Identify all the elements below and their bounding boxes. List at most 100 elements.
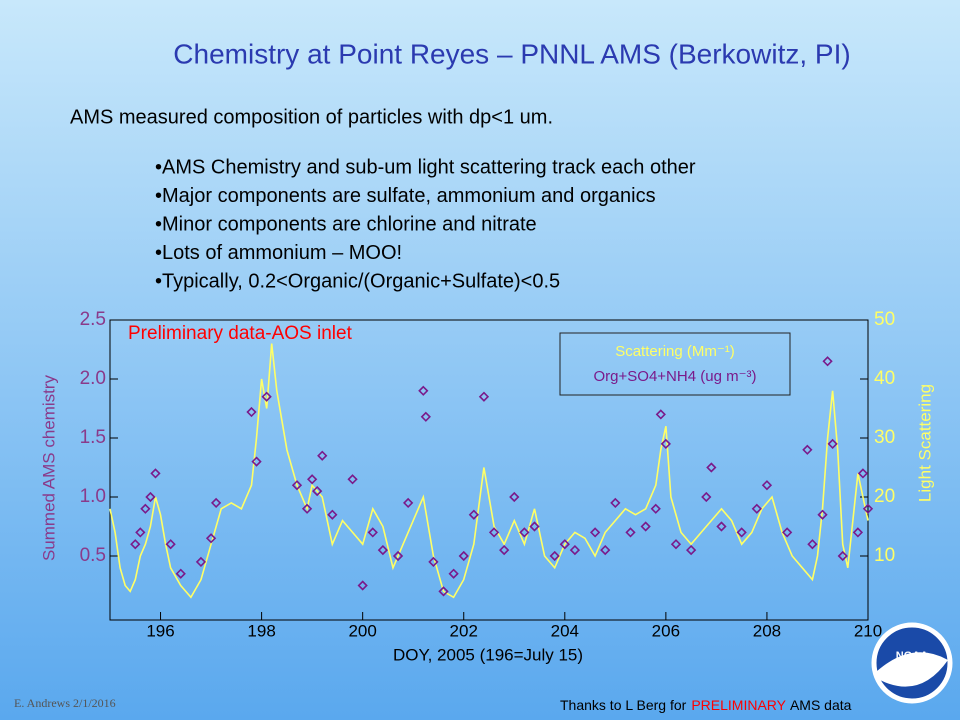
- ams-point: [301, 503, 313, 514]
- ams-point: [488, 527, 500, 538]
- ams-point: [357, 580, 368, 591]
- ams-point: [377, 544, 389, 556]
- x-tick-label: 198: [247, 621, 275, 640]
- ams-point: [549, 550, 560, 562]
- ams-point: [569, 544, 581, 556]
- ams-point: [701, 491, 712, 503]
- ams-point: [428, 556, 439, 568]
- credit: Thanks to L Berg for PRELIMINARY AMS data: [560, 697, 852, 713]
- ams-point: [822, 356, 833, 367]
- ams-point: [145, 491, 156, 503]
- legend-box: [559, 332, 791, 396]
- ams-point: [857, 468, 869, 479]
- y-tick-label: 0.5: [80, 545, 106, 566]
- plot-frame: [109, 319, 869, 621]
- ams-point: [327, 509, 338, 520]
- ams-point: [210, 497, 222, 509]
- ams-point: [291, 480, 303, 491]
- ams-point: [195, 556, 207, 568]
- ams-point: [135, 527, 146, 538]
- y2-tick-label: 30: [874, 427, 895, 448]
- x-tick-label: 196: [146, 621, 174, 640]
- credit-highlight: PRELIMINARY: [691, 697, 786, 713]
- ams-point: [438, 586, 449, 597]
- ams-point: [418, 385, 429, 396]
- ams-point: [782, 527, 793, 538]
- x-tick-label: 210: [854, 621, 882, 640]
- y2-tick-label: 10: [874, 545, 895, 566]
- ams-point: [458, 550, 469, 562]
- ams-point: [686, 544, 697, 556]
- y2-tick-label: 40: [874, 368, 895, 389]
- ams-point: [468, 509, 479, 520]
- ams-point: [802, 444, 813, 455]
- ams-point: [165, 539, 176, 550]
- annotation: Preliminary data-AOS inlet: [128, 323, 353, 344]
- ams-point: [519, 527, 530, 538]
- ams-point: [403, 497, 414, 509]
- ams-point: [347, 474, 358, 485]
- ams-point: [246, 406, 257, 418]
- credit-text: AMS data: [790, 697, 852, 713]
- ams-point: [312, 485, 323, 497]
- ams-point: [150, 468, 161, 479]
- ams-point: [509, 491, 520, 503]
- ams-point: [205, 533, 217, 544]
- y-tick-label: 1.0: [80, 486, 106, 507]
- author: E. Andrews 2/1/2016: [14, 696, 116, 710]
- ams-point: [862, 503, 874, 514]
- bullet: •Major components are sulfate, ammonium …: [155, 185, 656, 207]
- y2-tick-label: 50: [874, 309, 895, 330]
- ams-point: [392, 550, 404, 562]
- ams-point: [251, 456, 262, 467]
- ams-point: [640, 521, 651, 532]
- ams-point: [307, 474, 318, 485]
- ams-point: [610, 497, 621, 509]
- slide-title: Chemistry at Point Reyes – PNNL AMS (Ber…: [173, 38, 850, 69]
- y2-axis-label: Light Scattering: [915, 384, 934, 502]
- ams-point: [625, 527, 636, 538]
- ams-point: [589, 527, 601, 538]
- subtitle: AMS measured composition of particles wi…: [70, 106, 553, 128]
- bullet: •Lots of ammonium – MOO!: [155, 242, 402, 264]
- bullet: •Typically, 0.2<Organic/(Organic+Sulfate…: [155, 270, 560, 292]
- ams-point: [175, 568, 186, 579]
- ams-point: [716, 521, 727, 532]
- ams-point: [852, 527, 864, 538]
- ams-point: [317, 450, 328, 461]
- scattering-line: [109, 343, 869, 599]
- ams-point: [261, 391, 272, 402]
- ams-point: [706, 462, 717, 473]
- ams-point: [817, 509, 828, 520]
- ams-point: [420, 411, 431, 422]
- x-tick-label: 202: [450, 621, 478, 640]
- x-tick-label: 200: [348, 621, 376, 640]
- ams-point: [600, 544, 611, 556]
- bullet-list: •AMS Chemistry and sub-um light scatteri…: [155, 156, 696, 292]
- x-tick-label: 204: [551, 621, 579, 640]
- x-axis-label: DOY, 2005 (196=July 15): [393, 645, 583, 664]
- ams-point: [650, 503, 661, 514]
- logo-bird: [876, 652, 948, 687]
- y-tick-label: 2.5: [80, 309, 106, 330]
- ams-point: [529, 521, 540, 532]
- y-axis-label: Summed AMS chemistry: [39, 374, 58, 561]
- bullet: •AMS Chemistry and sub-um light scatteri…: [155, 156, 696, 178]
- y-tick-label: 1.5: [80, 427, 106, 448]
- ams-point: [670, 539, 682, 550]
- ams-point: [655, 409, 666, 420]
- logo-text: NOAA: [896, 650, 928, 662]
- y-tick-label: 2.0: [80, 368, 106, 389]
- ams-point: [837, 550, 848, 562]
- ams-point: [448, 568, 459, 579]
- ams-point: [660, 438, 671, 450]
- legend-entry: Scattering (Mm⁻¹): [615, 343, 735, 360]
- ams-point: [499, 544, 510, 556]
- ams-point: [367, 527, 378, 538]
- x-tick-label: 208: [753, 621, 781, 640]
- ams-point: [559, 539, 570, 550]
- legend-entry: Org+SO4+NH4 (ug m⁻³): [594, 368, 757, 385]
- ams-point: [478, 391, 490, 402]
- bullet: •Minor components are chlorine and nitra…: [155, 213, 537, 235]
